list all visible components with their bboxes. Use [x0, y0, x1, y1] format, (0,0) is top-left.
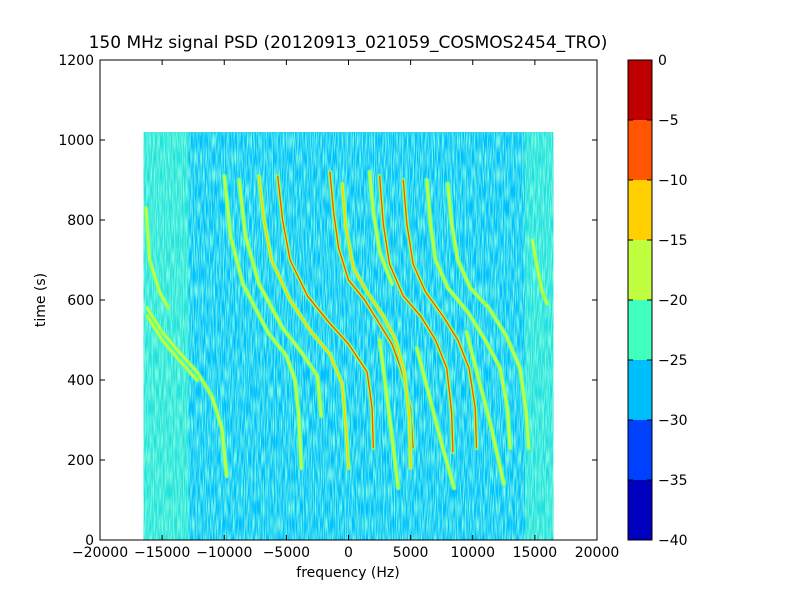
- signal-trace-15: [529, 237, 550, 307]
- colorbar-segment: [628, 60, 652, 120]
- colorbar-tick-label: −35: [658, 473, 688, 489]
- y-axis-label: time (s): [33, 273, 49, 327]
- colorbar-tick-label: −5: [658, 113, 679, 129]
- signal-trace-5: [236, 177, 324, 419]
- signal-trace-13: [424, 177, 513, 451]
- colorbar-segment: [628, 180, 652, 240]
- signal-trace-4: [221, 173, 304, 471]
- y-tick-label: 600: [67, 293, 94, 309]
- colorbar-tick-label: 0: [658, 53, 667, 69]
- colorbar: 0 −5 −10 −15 −20 −25 −30 −35 −40: [627, 53, 688, 549]
- signal-trace-10: [377, 173, 456, 455]
- colorbar-tick-label: −15: [658, 233, 688, 249]
- signal-trace-18: [464, 329, 507, 487]
- colorbar-segment: [628, 480, 652, 540]
- colorbar-segment: [628, 240, 652, 300]
- colorbar-tick-label: −20: [658, 293, 688, 309]
- y-tick-label: 1000: [58, 133, 94, 149]
- heatmap-image: [143, 132, 554, 540]
- signal-trace-12: [400, 177, 479, 451]
- x-tick-label: −5000: [263, 545, 310, 561]
- colorbar-segment: [628, 300, 652, 360]
- x-axis-label: frequency (Hz): [296, 565, 399, 581]
- plot-area: −20000 −15000 −10000 −5000 0 5000 10000 15000 20…: [58, 53, 619, 561]
- signal-trace-3: [143, 205, 171, 311]
- signal-trace-7: [275, 173, 376, 451]
- y-tick-label: 1200: [58, 53, 94, 69]
- y-tick-label: 400: [67, 373, 94, 389]
- x-tick-label: 10000: [450, 545, 495, 561]
- x-tick-label: 20000: [575, 545, 620, 561]
- signal-trace-1: [144, 305, 230, 479]
- x-tick-label: −15000: [134, 545, 190, 561]
- chart-title: 150 MHz signal PSD (20120913_021059_COSM…: [89, 33, 608, 53]
- colorbar-tick-label: −40: [658, 533, 688, 549]
- x-tick-label: 15000: [513, 545, 558, 561]
- colorbar-segment: [628, 420, 652, 480]
- signal-trace-9: [339, 181, 414, 471]
- colorbar-segment: [628, 120, 652, 180]
- x-tick-label: −10000: [196, 545, 252, 561]
- signal-trace-11: [367, 169, 395, 287]
- signal-trace-16: [377, 337, 401, 491]
- signal-trace-17: [414, 345, 457, 491]
- signal-trace-2: [144, 313, 200, 383]
- x-tick-label: 0: [344, 545, 353, 561]
- x-tick-label: −20000: [72, 545, 128, 561]
- signal-trace-14: [445, 181, 532, 451]
- y-tick-label: 800: [67, 213, 94, 229]
- colorbar-tick-label: −25: [658, 353, 688, 369]
- colorbar-tick-label: −30: [658, 413, 688, 429]
- x-tick-label: 5000: [393, 545, 429, 561]
- y-tick-label: 0: [85, 533, 94, 549]
- heatmap-noise: [143, 132, 554, 540]
- colorbar-segment: [628, 360, 652, 420]
- y-tick-label: 200: [67, 453, 94, 469]
- signal-trace-6: [256, 173, 351, 471]
- colorbar-tick-label: −10: [658, 173, 688, 189]
